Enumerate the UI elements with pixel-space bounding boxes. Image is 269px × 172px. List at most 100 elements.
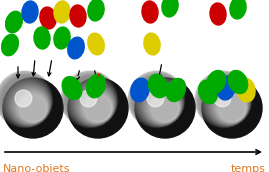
Circle shape bbox=[82, 92, 112, 122]
Ellipse shape bbox=[206, 71, 226, 94]
Circle shape bbox=[16, 91, 48, 122]
Circle shape bbox=[206, 82, 249, 125]
Circle shape bbox=[71, 81, 115, 125]
Circle shape bbox=[84, 94, 111, 121]
Circle shape bbox=[66, 76, 117, 127]
Circle shape bbox=[69, 78, 116, 126]
Circle shape bbox=[3, 78, 63, 138]
Circle shape bbox=[65, 75, 117, 127]
Circle shape bbox=[5, 80, 51, 126]
Circle shape bbox=[78, 88, 113, 123]
Circle shape bbox=[17, 92, 47, 122]
Circle shape bbox=[147, 90, 180, 123]
Circle shape bbox=[18, 93, 47, 122]
Circle shape bbox=[218, 94, 246, 121]
Circle shape bbox=[209, 85, 248, 124]
Circle shape bbox=[0, 75, 52, 127]
Circle shape bbox=[196, 72, 252, 128]
Circle shape bbox=[202, 78, 262, 138]
Circle shape bbox=[145, 88, 180, 123]
Ellipse shape bbox=[40, 7, 56, 29]
Ellipse shape bbox=[237, 78, 255, 102]
Ellipse shape bbox=[2, 34, 18, 56]
Circle shape bbox=[132, 75, 184, 127]
Circle shape bbox=[203, 78, 250, 126]
Circle shape bbox=[15, 90, 32, 107]
Circle shape bbox=[0, 71, 53, 128]
Circle shape bbox=[61, 71, 118, 128]
Circle shape bbox=[80, 90, 113, 123]
Circle shape bbox=[144, 87, 180, 124]
Circle shape bbox=[12, 87, 49, 124]
Circle shape bbox=[200, 76, 251, 127]
Circle shape bbox=[128, 71, 185, 128]
Ellipse shape bbox=[70, 5, 86, 27]
Circle shape bbox=[214, 90, 231, 107]
Circle shape bbox=[75, 85, 114, 124]
Circle shape bbox=[134, 77, 183, 126]
Circle shape bbox=[197, 74, 252, 127]
Ellipse shape bbox=[217, 76, 235, 100]
Circle shape bbox=[76, 86, 114, 124]
Circle shape bbox=[215, 91, 247, 122]
Circle shape bbox=[19, 94, 47, 121]
Ellipse shape bbox=[54, 1, 70, 23]
Circle shape bbox=[129, 72, 185, 128]
Ellipse shape bbox=[34, 27, 50, 49]
Circle shape bbox=[150, 93, 179, 122]
Text: ✗: ✗ bbox=[95, 73, 101, 79]
Circle shape bbox=[138, 81, 182, 125]
Circle shape bbox=[136, 78, 183, 126]
Circle shape bbox=[201, 77, 250, 126]
Circle shape bbox=[63, 74, 117, 127]
Ellipse shape bbox=[199, 80, 217, 104]
Circle shape bbox=[212, 88, 247, 123]
Circle shape bbox=[217, 93, 246, 122]
Circle shape bbox=[0, 72, 53, 128]
Circle shape bbox=[62, 72, 118, 128]
Circle shape bbox=[207, 83, 249, 125]
Circle shape bbox=[6, 81, 50, 125]
Ellipse shape bbox=[230, 0, 246, 19]
Circle shape bbox=[81, 91, 112, 122]
Circle shape bbox=[143, 86, 181, 124]
Ellipse shape bbox=[62, 77, 82, 99]
Ellipse shape bbox=[228, 71, 247, 94]
Ellipse shape bbox=[88, 33, 104, 55]
Circle shape bbox=[70, 80, 116, 126]
Circle shape bbox=[1, 76, 52, 127]
Ellipse shape bbox=[22, 1, 38, 23]
Ellipse shape bbox=[142, 1, 158, 23]
Circle shape bbox=[135, 78, 195, 138]
Ellipse shape bbox=[6, 11, 22, 33]
Text: Nano-objets: Nano-objets bbox=[3, 164, 70, 172]
Circle shape bbox=[151, 94, 179, 121]
Circle shape bbox=[147, 90, 164, 107]
Circle shape bbox=[130, 74, 185, 127]
Circle shape bbox=[10, 85, 49, 124]
Circle shape bbox=[13, 88, 48, 123]
Circle shape bbox=[214, 90, 247, 123]
Ellipse shape bbox=[210, 3, 226, 25]
Circle shape bbox=[0, 74, 52, 127]
Text: temps: temps bbox=[231, 164, 266, 172]
Ellipse shape bbox=[148, 74, 167, 98]
Circle shape bbox=[149, 92, 179, 122]
Circle shape bbox=[68, 78, 128, 138]
Circle shape bbox=[195, 71, 252, 128]
Ellipse shape bbox=[144, 33, 160, 55]
Circle shape bbox=[7, 82, 50, 125]
Circle shape bbox=[3, 78, 51, 126]
Circle shape bbox=[83, 93, 112, 122]
Circle shape bbox=[204, 80, 250, 126]
Circle shape bbox=[11, 86, 49, 124]
Circle shape bbox=[77, 87, 114, 124]
Circle shape bbox=[211, 87, 247, 124]
Circle shape bbox=[137, 80, 183, 126]
Ellipse shape bbox=[87, 74, 105, 98]
Circle shape bbox=[139, 82, 182, 125]
Circle shape bbox=[73, 83, 115, 125]
Ellipse shape bbox=[162, 0, 178, 17]
Circle shape bbox=[2, 77, 51, 126]
Circle shape bbox=[142, 85, 181, 124]
